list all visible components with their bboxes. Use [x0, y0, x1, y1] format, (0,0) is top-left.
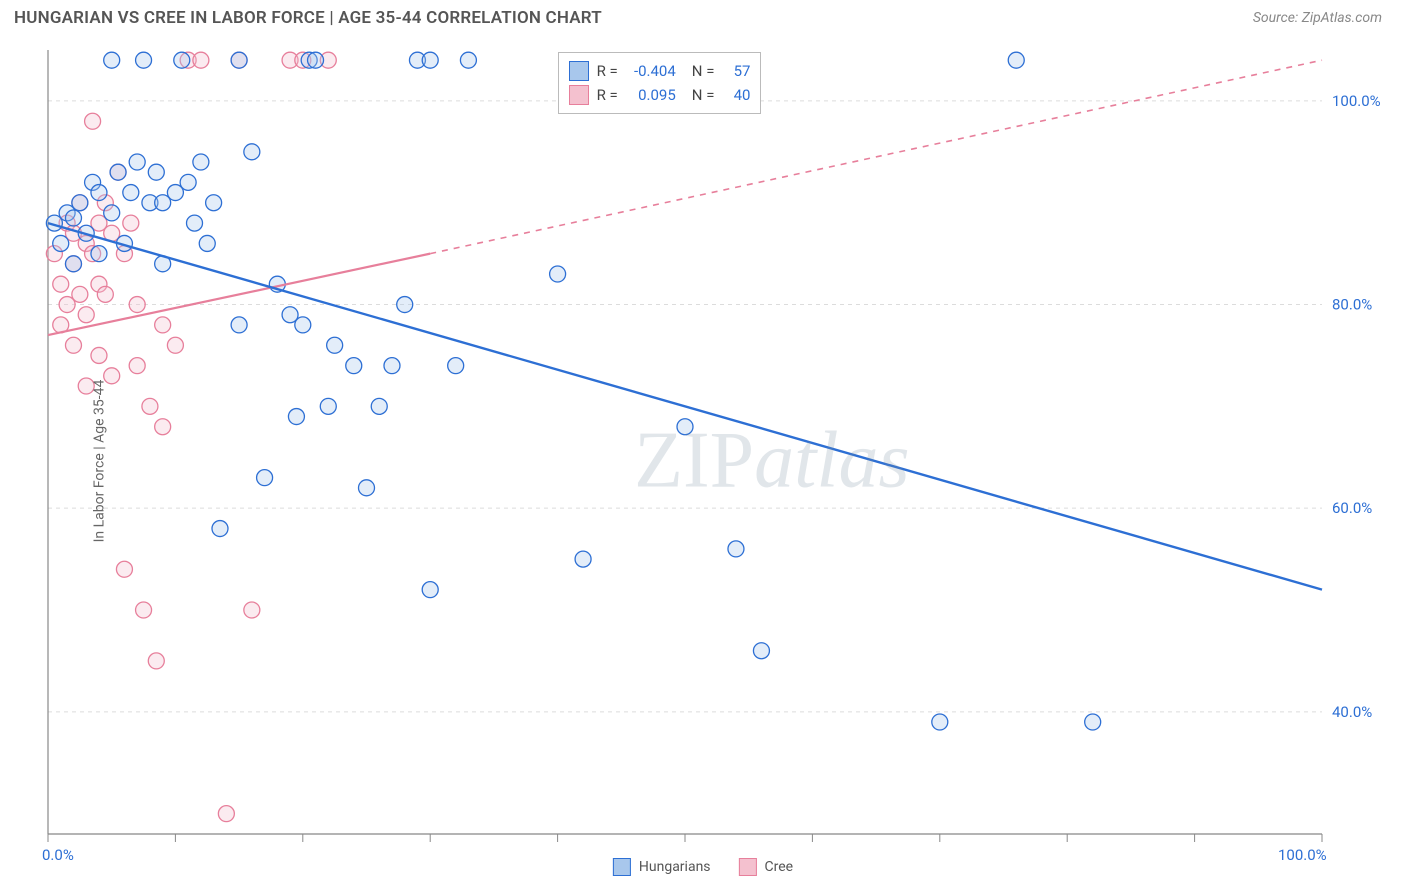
- data-point: [72, 286, 88, 302]
- data-point: [65, 337, 81, 353]
- y-tick-label: 40.0%: [1332, 703, 1372, 721]
- data-point: [244, 144, 260, 160]
- data-point: [174, 52, 190, 68]
- data-point: [110, 164, 126, 180]
- data-point: [448, 358, 464, 374]
- data-point: [91, 347, 107, 363]
- data-point: [78, 307, 94, 323]
- data-point: [65, 256, 81, 272]
- data-point: [1008, 52, 1024, 68]
- legend-item: Cree: [739, 858, 794, 876]
- data-point: [65, 210, 81, 226]
- stats-n-label: N =: [692, 86, 715, 104]
- data-point: [155, 317, 171, 333]
- data-point: [327, 337, 343, 353]
- data-point: [104, 205, 120, 221]
- y-tick-label: 60.0%: [1332, 499, 1372, 517]
- data-point: [129, 297, 145, 313]
- data-point: [187, 215, 203, 231]
- data-point: [91, 246, 107, 262]
- data-point: [155, 419, 171, 435]
- data-point: [244, 602, 260, 618]
- regression-line-hungarians: [48, 223, 1322, 590]
- data-point: [550, 266, 566, 282]
- data-point: [677, 419, 693, 435]
- data-point: [123, 215, 139, 231]
- data-point: [397, 297, 413, 313]
- y-tick-label: 100.0%: [1332, 92, 1381, 110]
- data-point: [180, 174, 196, 190]
- data-point: [142, 398, 158, 414]
- data-point: [53, 235, 69, 251]
- data-point: [123, 185, 139, 201]
- data-point: [231, 52, 247, 68]
- data-point: [384, 358, 400, 374]
- stats-r-value: -0.404: [626, 62, 676, 80]
- data-point: [199, 235, 215, 251]
- data-point: [193, 52, 209, 68]
- data-point: [116, 561, 132, 577]
- legend-item: Hungarians: [613, 858, 711, 876]
- data-point: [206, 195, 222, 211]
- data-point: [72, 195, 88, 211]
- data-point: [218, 806, 234, 822]
- data-point: [136, 52, 152, 68]
- stats-swatch: [569, 61, 589, 81]
- data-point: [148, 164, 164, 180]
- source-label: Source: ZipAtlas.com: [1253, 10, 1382, 26]
- data-point: [129, 154, 145, 170]
- correlation-stats-box: R = -0.404 N = 57 R = 0.095 N = 40: [558, 52, 762, 114]
- data-point: [753, 643, 769, 659]
- data-point: [167, 337, 183, 353]
- stats-r-value: 0.095: [626, 86, 676, 104]
- y-axis-label: In Labor Force | Age 35-44: [91, 380, 107, 543]
- y-tick-label: 80.0%: [1332, 296, 1372, 314]
- data-point: [728, 541, 744, 557]
- stats-swatch: [569, 85, 589, 105]
- stats-n-value: 40: [722, 86, 750, 104]
- data-point: [85, 113, 101, 129]
- data-point: [1085, 714, 1101, 730]
- data-point: [104, 52, 120, 68]
- data-point: [193, 154, 209, 170]
- chart-title: HUNGARIAN VS CREE IN LABOR FORCE | AGE 3…: [14, 8, 602, 28]
- data-point: [97, 286, 113, 302]
- stats-n-value: 57: [722, 62, 750, 80]
- data-point: [231, 317, 247, 333]
- data-point: [371, 398, 387, 414]
- data-point: [346, 358, 362, 374]
- data-point: [212, 521, 228, 537]
- data-point: [575, 551, 591, 567]
- data-point: [148, 653, 164, 669]
- data-point: [460, 52, 476, 68]
- data-point: [288, 409, 304, 425]
- chart-header: HUNGARIAN VS CREE IN LABOR FORCE | AGE 3…: [0, 0, 1406, 36]
- data-point: [359, 480, 375, 496]
- data-point: [422, 52, 438, 68]
- stats-row: R = 0.095 N = 40: [569, 83, 751, 107]
- chart-container: In Labor Force | Age 35-44 40.0% 60.0% 80.…: [14, 44, 1392, 878]
- data-point: [422, 582, 438, 598]
- stats-r-label: R =: [597, 62, 618, 80]
- x-tick-label: 0.0%: [42, 846, 74, 864]
- data-point: [295, 317, 311, 333]
- data-point: [136, 602, 152, 618]
- data-point: [320, 398, 336, 414]
- x-tick-label: 100.0%: [1278, 846, 1327, 864]
- data-point: [91, 185, 107, 201]
- data-point: [308, 52, 324, 68]
- legend-label: Hungarians: [639, 859, 711, 875]
- data-point: [257, 470, 273, 486]
- legend-swatch: [739, 858, 757, 876]
- legend: Hungarians Cree: [613, 858, 793, 876]
- legend-swatch: [613, 858, 631, 876]
- scatter-chart: 40.0% 60.0% 80.0% 100.0% 0.0% 100.0%: [14, 44, 1392, 878]
- data-point: [53, 276, 69, 292]
- stats-r-label: R =: [597, 86, 618, 104]
- stats-row: R = -0.404 N = 57: [569, 59, 751, 83]
- data-point: [932, 714, 948, 730]
- data-point: [129, 358, 145, 374]
- legend-label: Cree: [765, 859, 794, 875]
- stats-n-label: N =: [692, 62, 715, 80]
